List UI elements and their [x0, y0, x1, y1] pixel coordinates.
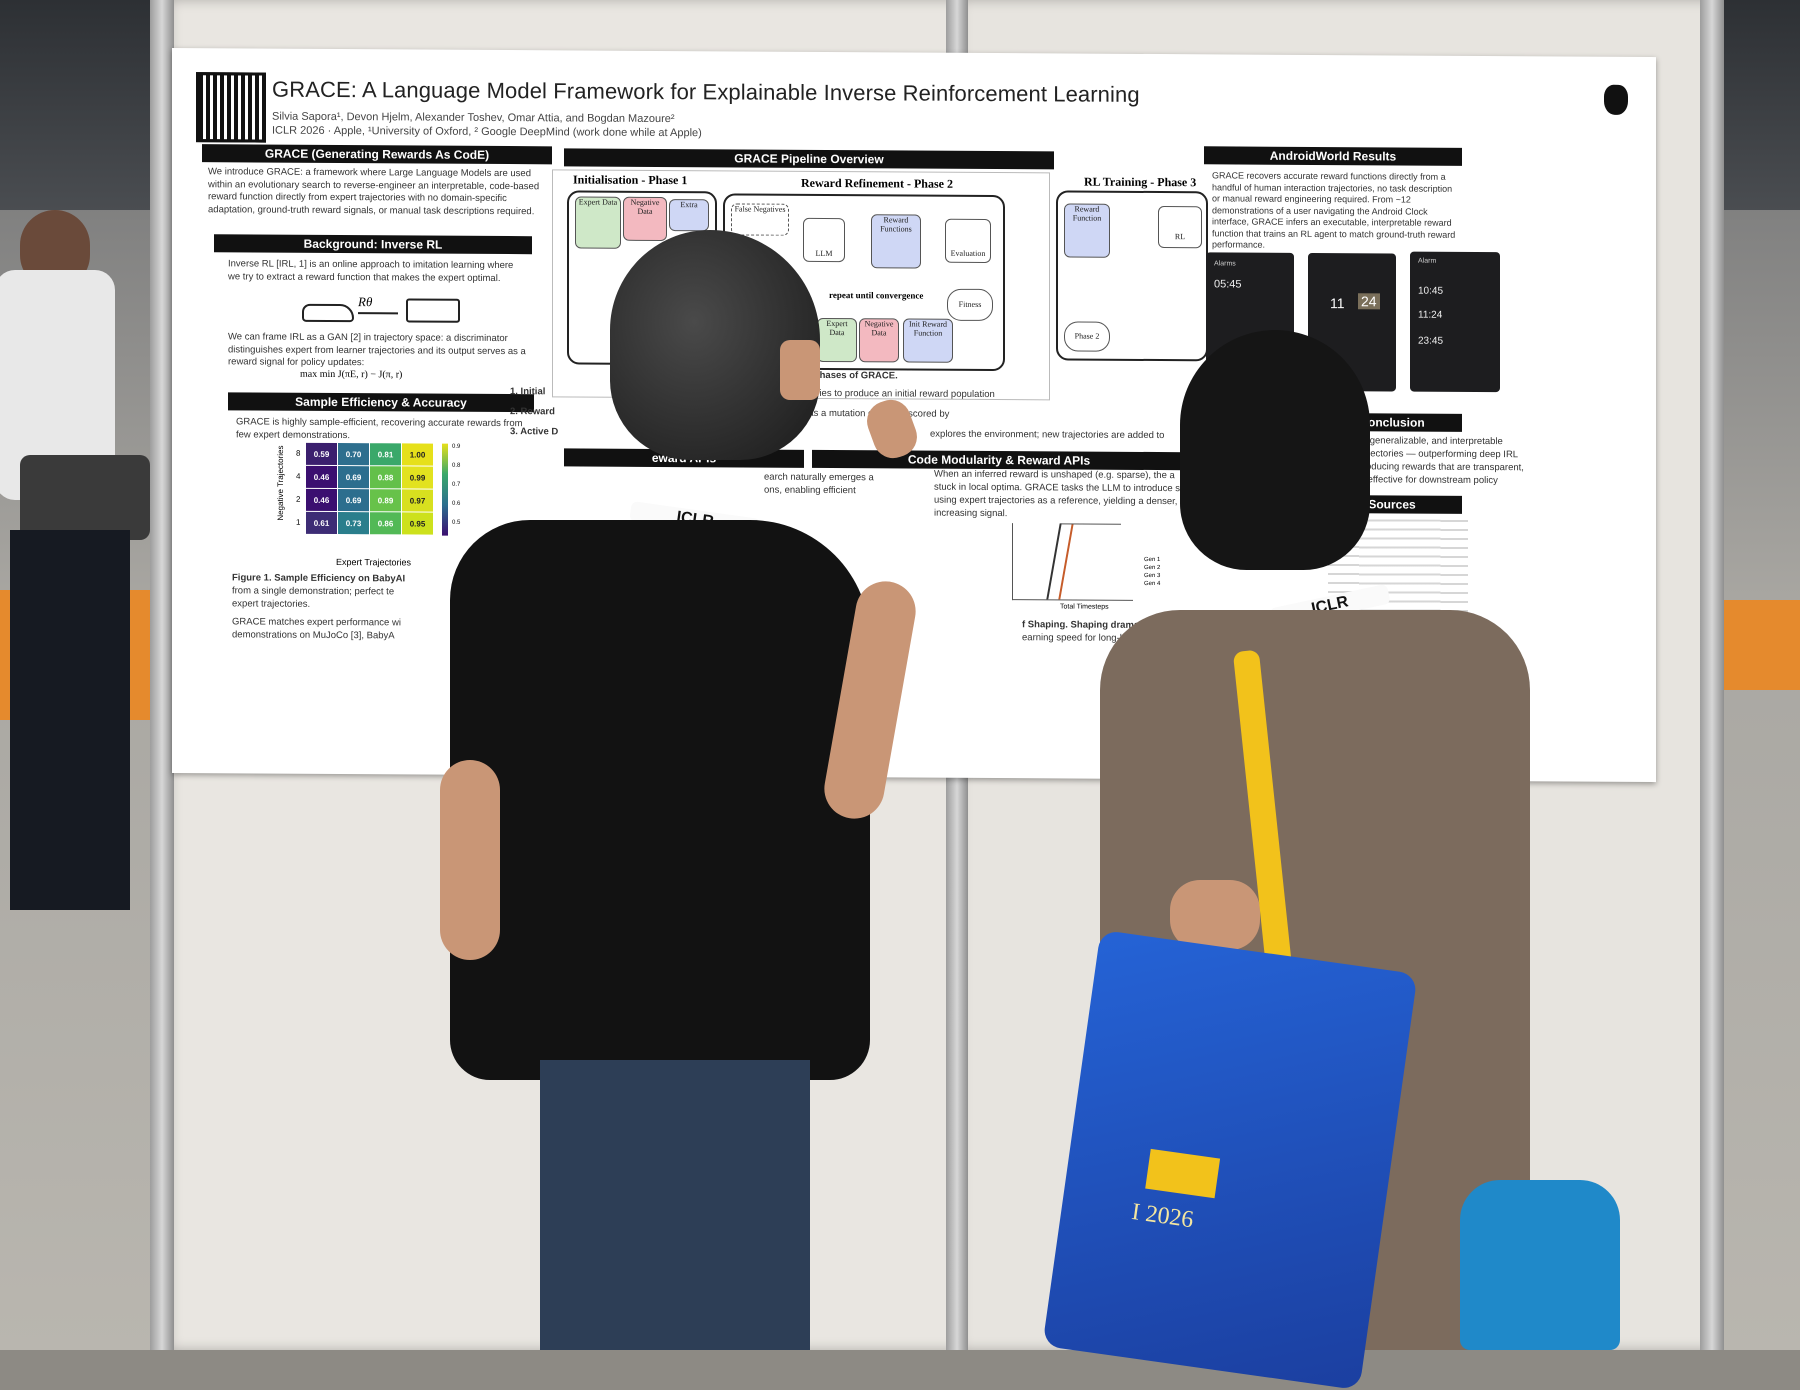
heatmap-cell: 0.97: [402, 489, 433, 512]
heatmap-y-tick: 1: [296, 517, 301, 527]
android-text: GRACE recovers accurate reward functions…: [1212, 170, 1456, 250]
heatmap-cell: 0.59: [306, 442, 337, 466]
figure1-caption-3: expert trajectories.: [232, 598, 311, 610]
person-pants: [10, 530, 130, 910]
figure1-caption: Figure 1. Sample Efficiency on BabyAI: [232, 572, 406, 585]
heatmap-cell: 0.86: [370, 512, 401, 535]
phone3-time-2: 11:24: [1418, 309, 1443, 321]
sample-efficiency-heatmap: 0.59 0.70 0.81 1.00 0.46 0.69 0.88 0.99 0.46 0.69…: [296, 442, 460, 540]
board-post-left: [150, 0, 174, 1350]
black-tshirt: [450, 520, 870, 1080]
section-header-android: AndroidWorld Results: [1204, 146, 1462, 166]
gan-formula: max min J(πE, r) − J(π, r): [300, 368, 403, 381]
person-brown-shirt: ICLR I 2026: [1042, 330, 1570, 1390]
heatmap-cell: 0.46: [306, 465, 337, 489]
blue-backpack: [1460, 1180, 1620, 1350]
board-post-right: [1700, 0, 1724, 1350]
figure1-caption-2: from a single demonstration; perfect te: [232, 585, 395, 598]
sample-efficiency-footer: GRACE matches expert performance wi: [232, 616, 401, 629]
heatmap-x-label: Expert Trajectories: [336, 557, 412, 568]
heatmap-cell: 0.81: [370, 443, 401, 466]
person-jeans: [540, 1060, 810, 1350]
reward-symbol: Rθ: [358, 294, 373, 310]
poster-title: GRACE: A Language Model Framework for Ex…: [272, 76, 1140, 107]
phase1-label: Initialisation - Phase 1: [573, 172, 688, 188]
phone2-hour: 11: [1330, 295, 1345, 312]
phone1-title: Alarms: [1214, 260, 1236, 268]
phase3-label: RL Training - Phase 3: [1084, 174, 1197, 190]
reward-function-node: Reward Function: [1064, 203, 1110, 258]
phone1-time: 05:45: [1214, 278, 1242, 291]
heatmap-y-label: Negative Trajectories: [276, 445, 285, 521]
heatmap-y-tick: 4: [296, 471, 301, 481]
grace-intro-text: We introduce GRACE: a framework where La…: [208, 166, 540, 217]
phone3-title: Alarm: [1418, 257, 1437, 265]
poster-authors: Silvia Sapora¹, Devon Hjelm, Alexander T…: [272, 110, 675, 126]
heatmap-cell: 0.89: [370, 489, 401, 512]
section-header-grace: GRACE (Generating Rewards As CodE): [202, 144, 552, 165]
poster-venue: ICLR 2026 · Apple, ¹University of Oxford…: [272, 124, 702, 140]
blue-tote-bag: I 2026: [1042, 929, 1418, 1390]
heatmap-y-tick: 8: [296, 448, 301, 458]
section-header-pipeline: GRACE Pipeline Overview: [564, 148, 1054, 170]
crossed-hand: [1170, 880, 1260, 950]
arrow-icon: [358, 312, 398, 315]
car-icon: [302, 303, 354, 323]
heatmap-cell: 0.73: [338, 512, 369, 535]
background-person: [0, 210, 160, 910]
heatmap-cell: 0.88: [370, 466, 401, 489]
heatmap-cell: 0.61: [306, 511, 337, 535]
plot-line-gen4: [1058, 523, 1074, 600]
qr-code: [196, 72, 266, 143]
rl-node: RL: [1158, 206, 1202, 249]
heatmap-cell: 0.69: [338, 489, 369, 512]
orange-carpet-right: [1710, 600, 1800, 690]
heatmap-y-tick: 2: [296, 494, 301, 504]
phone3-time-1: 10:45: [1418, 285, 1444, 297]
sample-efficiency-footer-2: demonstrations on MuJoCo [3], BabyA: [232, 629, 395, 642]
person-bag: [20, 455, 150, 540]
phone2-minute: 24: [1358, 293, 1380, 310]
heatmap-cell: 0.99: [402, 466, 433, 489]
person-ear-face: [780, 340, 820, 400]
heatmap-cell: 0.95: [402, 512, 433, 535]
bag-logo: [1145, 1148, 1221, 1199]
person-head-hair: [1180, 330, 1370, 570]
heatmap-cell: 0.46: [306, 488, 337, 512]
pointing-hand: [861, 394, 923, 464]
heatmap-cell: 0.70: [338, 443, 369, 466]
heatmap-cell: 0.69: [338, 466, 369, 489]
heatmap-cell: 1.00: [402, 443, 433, 466]
person-left-arm: [440, 760, 500, 960]
person-black-shirt: ICLR: [440, 220, 1000, 1350]
apple-logo-icon: [1604, 84, 1628, 115]
phase2-label: Reward Refinement - Phase 2: [801, 175, 953, 191]
bag-text: I 2026: [1130, 1198, 1196, 1234]
